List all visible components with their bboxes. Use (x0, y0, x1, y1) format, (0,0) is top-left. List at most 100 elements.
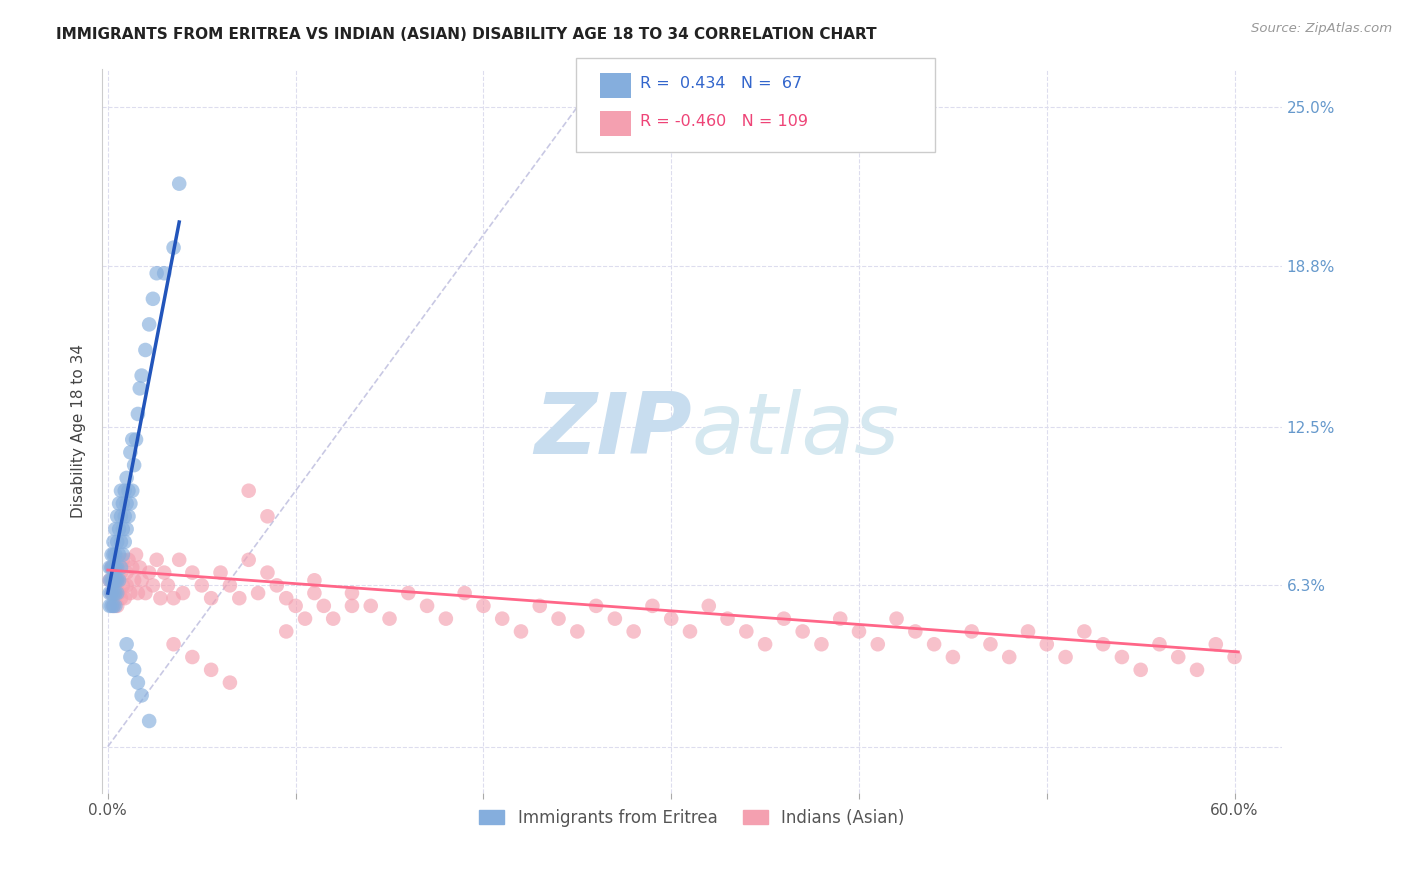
Point (138, 566, 160, 580)
Point (104, 560, 127, 574)
Point (98, 586, 121, 600)
Point (103, 535, 125, 549)
Point (529, 599, 551, 613)
Point (294, 612, 316, 626)
Point (200, 591, 222, 606)
Point (108, 586, 131, 600)
Point (111, 548, 134, 562)
Point (1205, 637, 1227, 651)
Text: Source: ZipAtlas.com: Source: ZipAtlas.com (1251, 22, 1392, 36)
Point (276, 624, 298, 639)
Point (105, 599, 128, 613)
Point (256, 509, 278, 524)
Point (104, 548, 127, 562)
Point (1167, 650, 1189, 665)
Point (156, 578, 179, 592)
Point (773, 612, 796, 626)
Point (200, 663, 222, 677)
Point (138, 714, 160, 728)
Point (162, 591, 184, 606)
Point (110, 591, 132, 606)
Point (122, 574, 145, 588)
Point (360, 599, 382, 613)
Point (105, 586, 128, 600)
Point (110, 509, 132, 524)
Point (142, 292, 165, 306)
Point (1149, 637, 1171, 651)
Point (238, 483, 260, 498)
Point (100, 586, 122, 600)
Point (979, 637, 1001, 651)
Point (1036, 637, 1059, 651)
Point (125, 548, 148, 562)
Point (142, 578, 165, 592)
Point (1073, 624, 1095, 639)
Point (103, 599, 125, 613)
Point (100, 586, 122, 600)
Point (1092, 637, 1115, 651)
Point (98, 574, 121, 588)
Point (115, 566, 138, 580)
Point (121, 560, 143, 574)
Point (115, 522, 138, 536)
Point (117, 509, 139, 524)
Point (114, 535, 136, 549)
Point (98, 574, 121, 588)
Text: R =  0.434   N =  67: R = 0.434 N = 67 (640, 77, 801, 91)
Point (117, 483, 139, 498)
Point (172, 586, 194, 600)
Point (238, 553, 260, 567)
Point (128, 381, 150, 395)
Point (181, 650, 204, 665)
Point (104, 560, 127, 574)
Point (104, 522, 127, 536)
Point (886, 612, 908, 626)
Point (960, 624, 983, 639)
Point (641, 599, 664, 613)
Point (162, 241, 184, 255)
Point (108, 522, 131, 536)
Point (105, 574, 128, 588)
Point (1111, 650, 1133, 665)
Point (659, 612, 682, 626)
Point (110, 560, 132, 574)
Point (115, 578, 138, 592)
Point (110, 535, 132, 549)
Point (103, 574, 125, 588)
Text: R = -0.460   N = 109: R = -0.460 N = 109 (640, 114, 807, 128)
Point (100, 560, 122, 574)
Point (121, 433, 143, 447)
Point (810, 637, 832, 651)
Point (256, 566, 278, 580)
Point (115, 637, 138, 651)
Point (134, 343, 156, 357)
Text: ZIP: ZIP (534, 389, 692, 472)
Point (103, 599, 125, 613)
Point (434, 612, 457, 626)
Point (100, 574, 122, 588)
Point (138, 318, 160, 332)
Text: IMMIGRANTS FROM ERITREA VS INDIAN (ASIAN) DISABILITY AGE 18 TO 34 CORRELATION CH: IMMIGRANTS FROM ERITREA VS INDIAN (ASIAN… (56, 27, 877, 42)
Point (100, 560, 122, 574)
Point (510, 624, 533, 639)
Point (491, 612, 513, 626)
Point (145, 266, 167, 280)
Point (904, 624, 927, 639)
Point (378, 612, 401, 626)
Point (167, 177, 190, 191)
Point (149, 591, 172, 606)
Point (105, 560, 128, 574)
Point (103, 574, 125, 588)
Point (322, 612, 344, 626)
Point (104, 574, 127, 588)
Point (585, 599, 607, 613)
Point (122, 458, 145, 472)
Point (340, 599, 363, 613)
Point (103, 586, 125, 600)
Point (127, 586, 149, 600)
Point (396, 586, 419, 600)
Point (848, 624, 870, 639)
Point (153, 566, 176, 580)
Point (108, 496, 131, 510)
Point (209, 566, 232, 580)
